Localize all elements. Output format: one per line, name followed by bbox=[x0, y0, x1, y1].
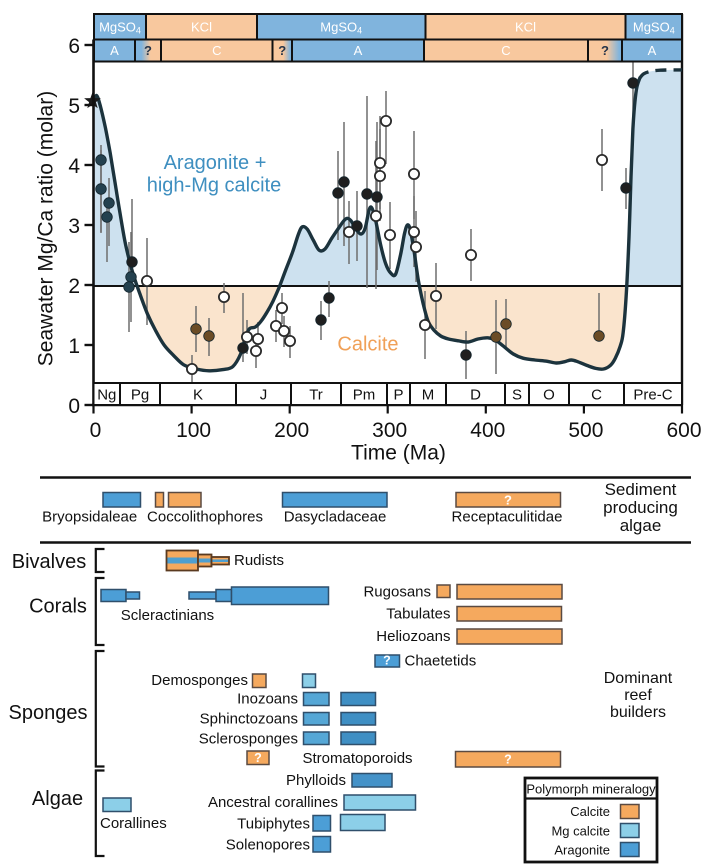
svg-text:Coccolithophores: Coccolithophores bbox=[147, 509, 263, 526]
svg-text:MgSO4: MgSO4 bbox=[320, 19, 362, 35]
svg-text:KCl: KCl bbox=[191, 19, 212, 34]
svg-text:Corals: Corals bbox=[29, 596, 87, 618]
svg-text:0: 0 bbox=[68, 395, 80, 418]
svg-text:200: 200 bbox=[274, 419, 309, 442]
svg-text:Chaetetids: Chaetetids bbox=[405, 653, 477, 670]
svg-text:Corallines: Corallines bbox=[100, 815, 167, 832]
svg-text:300: 300 bbox=[372, 419, 407, 442]
svg-text:Calcite: Calcite bbox=[337, 334, 398, 356]
svg-text:builders: builders bbox=[610, 704, 666, 721]
svg-text:Sediment: Sediment bbox=[605, 480, 677, 499]
svg-text:S: S bbox=[512, 387, 522, 404]
svg-text:Tr: Tr bbox=[309, 387, 323, 404]
svg-text:Algae: Algae bbox=[32, 788, 83, 810]
svg-text:?: ? bbox=[383, 654, 391, 668]
svg-text:Ng: Ng bbox=[97, 387, 116, 404]
svg-text:?: ? bbox=[278, 43, 286, 58]
svg-text:C: C bbox=[591, 387, 602, 404]
svg-text:Seawater Mg/Ca ratio (molar): Seawater Mg/Ca ratio (molar) bbox=[35, 91, 58, 366]
svg-text:Bryopsidaleae: Bryopsidaleae bbox=[42, 509, 137, 526]
svg-text:Rugosans: Rugosans bbox=[363, 584, 431, 601]
svg-text:A: A bbox=[354, 43, 363, 58]
svg-text:?: ? bbox=[254, 751, 262, 765]
svg-text:M: M bbox=[422, 387, 435, 404]
svg-text:D: D bbox=[470, 387, 481, 404]
svg-text:Calcite: Calcite bbox=[570, 804, 610, 819]
svg-text:400: 400 bbox=[470, 419, 505, 442]
svg-text:1: 1 bbox=[68, 335, 80, 358]
svg-text:Mg calcite: Mg calcite bbox=[551, 824, 610, 839]
svg-text:A: A bbox=[110, 43, 119, 58]
svg-text:Scleractinians: Scleractinians bbox=[121, 607, 214, 624]
svg-text:Demosponges: Demosponges bbox=[151, 672, 248, 689]
svg-text:Ancestral corallines: Ancestral corallines bbox=[208, 794, 338, 811]
svg-text:MgSO4: MgSO4 bbox=[99, 19, 141, 35]
svg-text:Stromatoporoids: Stromatoporoids bbox=[303, 750, 413, 767]
svg-text:Tabulates: Tabulates bbox=[386, 606, 450, 623]
svg-text:?: ? bbox=[504, 753, 512, 767]
svg-text:C: C bbox=[501, 43, 510, 58]
svg-text:high-Mg calcite: high-Mg calcite bbox=[147, 175, 282, 197]
svg-text:Dasycladaceae: Dasycladaceae bbox=[284, 509, 387, 526]
svg-text:Sponges: Sponges bbox=[9, 702, 88, 724]
svg-text:Receptaculitidae: Receptaculitidae bbox=[452, 509, 563, 526]
svg-text:600: 600 bbox=[666, 419, 701, 442]
svg-text:Bivalves: Bivalves bbox=[12, 551, 86, 573]
svg-text:0: 0 bbox=[90, 419, 102, 442]
svg-text:K: K bbox=[193, 387, 203, 404]
svg-text:producing: producing bbox=[603, 498, 678, 517]
svg-text:Pg: Pg bbox=[131, 387, 149, 404]
svg-text:6: 6 bbox=[68, 35, 80, 58]
svg-text:?: ? bbox=[601, 43, 609, 58]
svg-text:Polymorph mineralogy: Polymorph mineralogy bbox=[526, 782, 656, 797]
svg-text:Aragonite +: Aragonite + bbox=[164, 152, 267, 174]
svg-text:MgSO4: MgSO4 bbox=[633, 19, 675, 35]
svg-text:Time (Ma): Time (Ma) bbox=[351, 442, 446, 465]
svg-text:Solenopores: Solenopores bbox=[226, 837, 310, 854]
svg-text:5: 5 bbox=[68, 95, 80, 118]
svg-text:Pre-C: Pre-C bbox=[633, 387, 672, 404]
svg-text:J: J bbox=[260, 387, 268, 404]
svg-text:Tubiphytes: Tubiphytes bbox=[237, 816, 310, 833]
svg-text:reef: reef bbox=[624, 687, 652, 704]
svg-text:Sphinctozoans: Sphinctozoans bbox=[200, 711, 298, 728]
svg-text:Pm: Pm bbox=[353, 387, 376, 404]
svg-text:3: 3 bbox=[68, 215, 80, 238]
svg-text:100: 100 bbox=[176, 419, 211, 442]
svg-text:Heliozoans: Heliozoans bbox=[376, 628, 450, 645]
svg-text:Phylloids: Phylloids bbox=[286, 772, 346, 789]
svg-text:KCl: KCl bbox=[515, 19, 536, 34]
svg-text:C: C bbox=[212, 43, 221, 58]
svg-text:Inozoans: Inozoans bbox=[237, 691, 298, 708]
svg-text:P: P bbox=[393, 387, 403, 404]
svg-text:O: O bbox=[543, 387, 555, 404]
svg-text:2: 2 bbox=[68, 275, 80, 298]
svg-text:4: 4 bbox=[68, 155, 80, 178]
svg-text:Aragonite: Aragonite bbox=[554, 843, 610, 858]
svg-text:500: 500 bbox=[568, 419, 603, 442]
svg-text:A: A bbox=[648, 43, 657, 58]
svg-text:Dominant: Dominant bbox=[604, 670, 673, 687]
svg-text:Sclerosponges: Sclerosponges bbox=[199, 731, 298, 748]
svg-text:Rudists: Rudists bbox=[234, 552, 284, 569]
svg-text:?: ? bbox=[144, 43, 152, 58]
svg-text:?: ? bbox=[504, 493, 512, 508]
svg-text:algae: algae bbox=[620, 516, 662, 535]
